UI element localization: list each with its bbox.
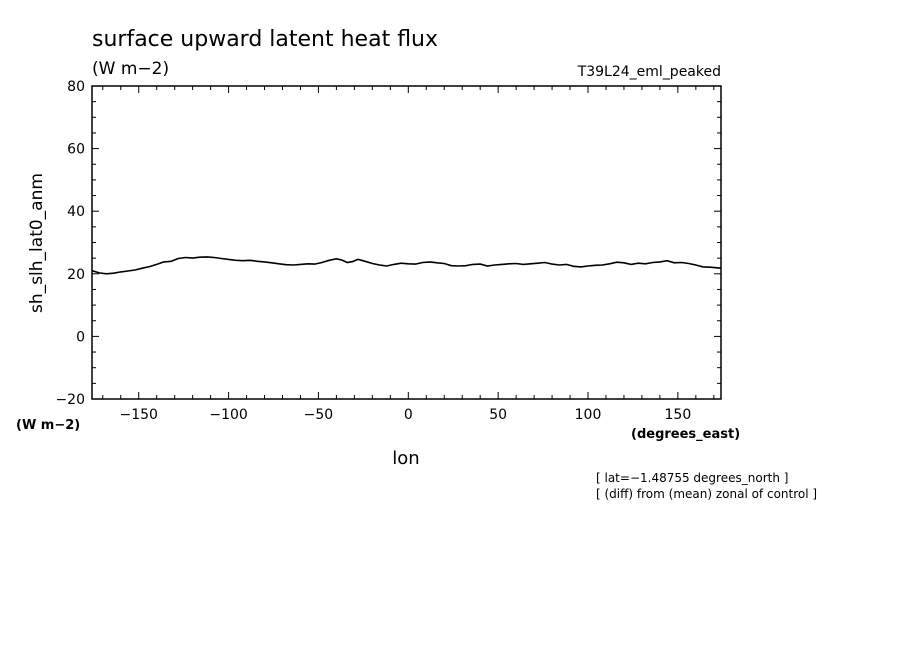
y-tick-label: 60 bbox=[67, 142, 85, 158]
y-axis-units: (W m−2) bbox=[16, 418, 80, 433]
x-tick-label: 50 bbox=[489, 407, 507, 423]
title-units: (W m−2) bbox=[92, 59, 169, 79]
y-tick-label: 0 bbox=[76, 329, 85, 345]
plot-frame bbox=[91, 85, 722, 400]
x-tick-label: −50 bbox=[304, 407, 334, 423]
axis-ticks bbox=[92, 85, 721, 400]
x-tick-labels: −150 −100 −50 0 50 100 150 bbox=[119, 407, 691, 423]
y-tick-label: 20 bbox=[67, 267, 85, 283]
y-tick-labels: −20 0 20 40 60 80 bbox=[55, 79, 85, 408]
note-diff: [ (diff) from (mean) zonal of control ] bbox=[596, 487, 817, 501]
chart-title: surface upward latent heat flux bbox=[92, 27, 438, 52]
y-tick-label: −20 bbox=[55, 392, 85, 408]
x-axis-units: (degrees_east) bbox=[631, 427, 740, 442]
x-tick-label: 100 bbox=[575, 407, 602, 423]
y-tick-label: 80 bbox=[67, 79, 85, 95]
x-tick-label: 150 bbox=[665, 407, 692, 423]
x-tick-label: −100 bbox=[209, 407, 247, 423]
run-label: T39L24_eml_peaked bbox=[577, 64, 721, 80]
series-line bbox=[91, 256, 722, 275]
y-axis-label: sh_slh_lat0_anm bbox=[27, 173, 47, 313]
note-latitude: [ lat=−1.48755 degrees_north ] bbox=[596, 471, 788, 485]
x-tick-label: 0 bbox=[404, 407, 413, 423]
x-tick-label: −150 bbox=[119, 407, 157, 423]
y-tick-label: 40 bbox=[67, 204, 85, 220]
x-axis-label: lon bbox=[392, 448, 419, 469]
